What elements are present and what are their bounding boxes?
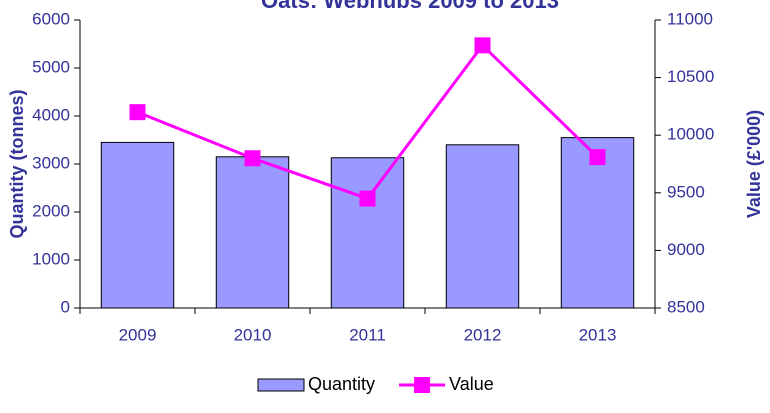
y-tick-label: 2000	[32, 201, 70, 220]
y2-tick-label: 10500	[667, 67, 714, 86]
marker	[474, 37, 491, 54]
legend-label: Value	[449, 374, 494, 394]
y-axis-title: Quantity (tonnes)	[7, 90, 27, 239]
y2-tick-label: 9000	[667, 240, 705, 259]
y2-tick-label: 8500	[667, 297, 705, 316]
bar	[330, 157, 405, 309]
y-tick-label: 6000	[32, 9, 70, 28]
x-tick-label: 2013	[579, 325, 617, 344]
x-tick-label: 2010	[234, 325, 272, 344]
y2-axis-title: Value (£'000)	[744, 110, 764, 218]
legend-swatch	[257, 378, 305, 392]
marker	[129, 104, 146, 121]
y2-tick-label: 11000	[667, 9, 713, 28]
x-tick-label: 2011	[349, 325, 386, 344]
y-tick-label: 3000	[32, 153, 70, 172]
y-tick-label: 4000	[32, 105, 70, 124]
chart-title: Oats: Webhubs 2009 to 2013	[261, 0, 559, 13]
bar	[560, 137, 635, 309]
x-tick-label: 2009	[119, 325, 157, 344]
y-tick-label: 1000	[32, 249, 70, 268]
x-tick-label: 2012	[464, 325, 502, 344]
marker	[244, 150, 261, 167]
y2-tick-label: 9500	[667, 182, 705, 201]
y-tick-label: 5000	[32, 57, 70, 76]
legend-swatch	[414, 377, 431, 393]
bar	[100, 141, 175, 309]
marker	[359, 190, 376, 207]
bar	[215, 156, 290, 309]
y2-tick-label: 10000	[667, 125, 714, 144]
marker	[589, 149, 606, 166]
legend-label: Quantity	[308, 374, 375, 394]
bar	[445, 144, 520, 309]
y-tick-label: 0	[61, 297, 70, 316]
